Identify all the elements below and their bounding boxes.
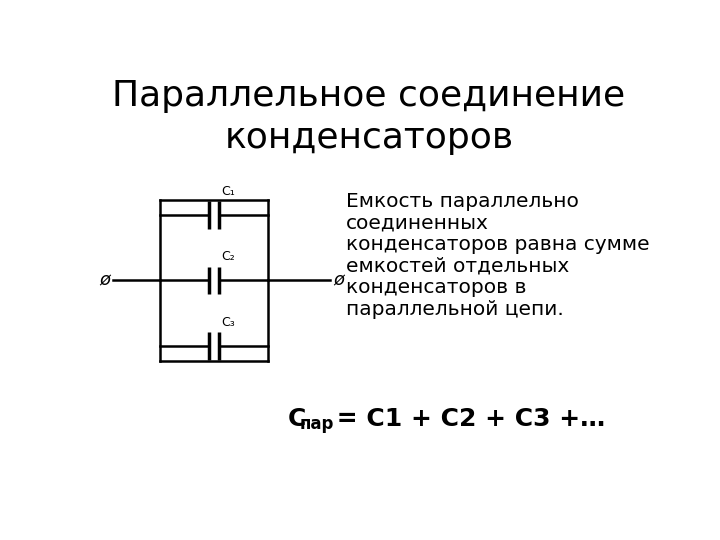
Text: Параллельное соединение
конденсаторов: Параллельное соединение конденсаторов (112, 79, 626, 155)
Text: конденсаторов равна сумме: конденсаторов равна сумме (346, 235, 649, 254)
Text: C: C (287, 407, 306, 431)
Text: C₂: C₂ (222, 251, 235, 264)
Text: параллельной цепи.: параллельной цепи. (346, 300, 564, 319)
Text: конденсаторов в: конденсаторов в (346, 278, 526, 297)
Text: = C1 + C2 + C3 +…: = C1 + C2 + C3 +… (328, 407, 606, 431)
Text: емкостей отдельных: емкостей отдельных (346, 256, 569, 275)
Text: Емкость параллельно: Емкость параллельно (346, 192, 579, 211)
Text: соединенных: соединенных (346, 213, 489, 232)
Text: ø: ø (99, 272, 110, 289)
Text: C₃: C₃ (222, 316, 235, 329)
Text: ø: ø (333, 272, 344, 289)
Text: C₁: C₁ (222, 185, 235, 198)
Text: пар: пар (300, 415, 334, 434)
